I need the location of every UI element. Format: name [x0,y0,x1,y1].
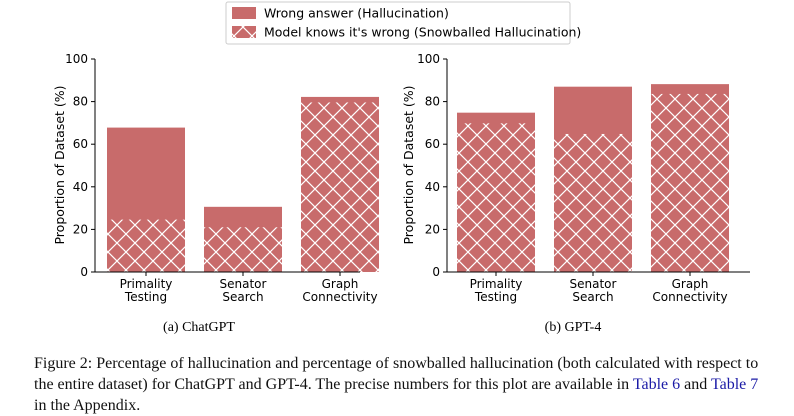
table6-link[interactable]: Table 6 [632,376,681,393]
y-tick-label: 80 [425,95,440,109]
x-tick-label: Search [572,290,613,304]
y-tick-label: 40 [425,180,440,194]
legend-frame [225,1,571,45]
chart-title-gpt4: (b) GPT-4 [545,320,602,335]
legend-label-snowballed: Model knows it's wrong (Snowballed Hallu… [264,25,581,40]
chart-title-chatgpt: (a) ChatGPT [163,320,235,335]
chart-panel-gpt4: Proportion of Dataset (%) (b) GPT-4 0 20 4… [401,52,750,335]
x-tick-label: Testing [474,290,517,304]
x-tick-label: Graph [672,277,709,291]
x-tick-label: Senator [220,277,267,291]
bar-snowballed-hatch [204,227,282,272]
y-axis-label: Proportion of Dataset (%) [401,85,416,244]
caption-text-start: Figure 2: Percentage of hallucination an… [34,355,759,393]
bar-snowballed-hatch [457,123,535,273]
table7-link[interactable]: Table 7 [710,376,759,393]
y-tick-label: 0 [80,265,88,279]
x-tick-label: Connectivity [302,290,377,304]
y-tick-label: 60 [73,137,88,151]
x-tick-label: Testing [124,290,167,304]
y-axis-label: Proportion of Dataset (%) [52,85,67,244]
x-tick-label: Primality [120,277,173,291]
y-tick-label: 80 [73,95,88,109]
x-tick-label: Senator [570,277,617,291]
bar-snowballed-hatch [107,219,185,272]
y-tick-label: 20 [73,222,88,236]
y-tick-label: 0 [432,265,440,279]
figure-caption: Figure 2: Percentage of hallucination an… [34,353,774,416]
bar-snowballed-hatch [651,93,729,272]
x-tick-label: Graph [322,277,359,291]
bar-snowballed-hatch [554,133,632,272]
y-tick-label: 20 [425,222,440,236]
legend-label-hallucination: Wrong answer (Hallucination) [264,6,449,21]
legend: Wrong answer (Hallucination) Model knows… [225,1,581,45]
y-tick-label: 60 [425,137,440,151]
chart-panel-chatgpt: Proportion of Dataset (%) (a) ChatGPT 0 2… [52,52,379,335]
x-tick-label: Search [222,290,263,304]
x-tick-label: Connectivity [652,290,727,304]
legend-swatch-snowballed-hatch [232,26,256,38]
caption-text-middle: and [680,376,711,393]
caption-text-end: in the Appendix. [34,397,141,414]
y-tick-label: 40 [73,180,88,194]
legend-swatch-hallucination [232,7,256,19]
figure: Wrong answer (Hallucination) Model knows… [52,1,750,335]
bar-snowballed-hatch [301,102,379,273]
x-tick-label: Primality [470,277,523,291]
y-tick-label: 100 [65,52,88,66]
y-tick-label: 100 [417,52,440,66]
